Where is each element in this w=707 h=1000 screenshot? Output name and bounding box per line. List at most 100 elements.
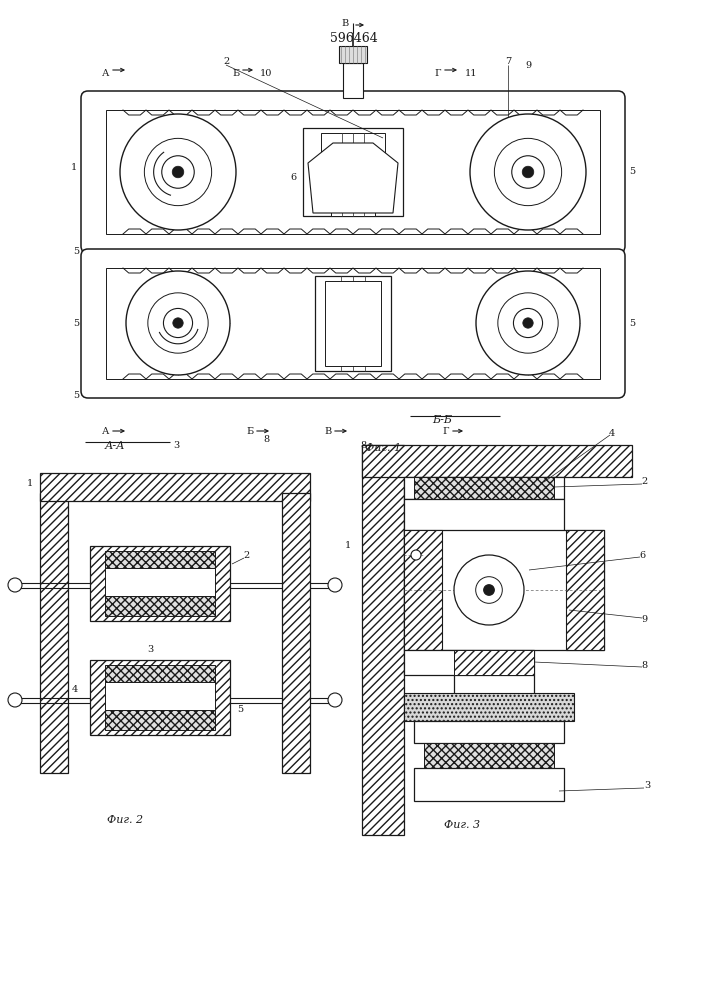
Text: 3: 3 [147,646,153,654]
Text: А: А [103,70,110,79]
Bar [454,675,534,695]
Circle shape [8,693,22,707]
Text: 9: 9 [525,60,531,70]
Text: 8: 8 [641,660,647,670]
Circle shape [470,114,586,230]
Bar [404,650,534,675]
Bar [105,568,215,596]
Circle shape [411,550,421,560]
Bar [325,281,381,366]
Text: 9: 9 [641,615,647,624]
Text: 3: 3 [644,782,650,790]
Bar [315,276,391,371]
Bar [424,743,554,768]
Bar [414,721,564,743]
Bar [282,493,310,773]
Circle shape [163,308,192,338]
Text: 5: 5 [73,318,79,328]
Bar [404,530,442,650]
Bar [106,110,600,234]
Circle shape [454,555,524,625]
Bar [105,551,215,571]
Circle shape [8,578,22,592]
Text: 6: 6 [290,174,296,182]
Text: Б: Б [246,426,254,436]
Text: 5: 5 [629,167,635,176]
Bar [40,473,310,501]
Circle shape [522,318,533,328]
Bar [105,665,215,685]
Bar [90,660,230,735]
Text: 5: 5 [237,706,243,714]
Circle shape [494,138,561,206]
Circle shape [144,138,211,206]
Circle shape [148,293,208,353]
Text: 10: 10 [259,70,272,79]
Text: В: В [325,426,332,436]
Bar [106,268,600,379]
Circle shape [328,578,342,592]
Bar [404,693,574,721]
Bar [105,596,215,616]
Text: 5: 5 [73,391,79,400]
Text: В: В [341,18,349,27]
Text: 1: 1 [27,479,33,488]
Text: 8: 8 [263,434,269,444]
Text: Фиг. 3: Фиг. 3 [444,820,480,830]
Text: Фиг. 1: Фиг. 1 [365,443,401,453]
Bar [105,682,215,710]
Circle shape [126,271,230,375]
Bar [404,477,564,499]
Bar [404,499,564,532]
Text: А-А: А-А [105,441,125,451]
Bar [331,176,375,216]
Bar [362,445,404,835]
Circle shape [162,156,194,188]
Circle shape [498,293,558,353]
Bar [414,768,564,801]
Text: 596464: 596464 [330,31,378,44]
Circle shape [513,308,542,338]
FancyBboxPatch shape [81,91,625,253]
Bar [414,477,554,499]
Bar [321,133,385,178]
Circle shape [512,156,544,188]
Bar [362,445,632,477]
Text: 4: 4 [72,686,78,694]
FancyBboxPatch shape [81,249,625,398]
Circle shape [484,585,494,595]
Text: Г: Г [443,426,449,436]
Circle shape [120,114,236,230]
Text: 1: 1 [71,163,77,172]
Text: Б: Б [233,70,240,79]
Circle shape [522,166,534,178]
Text: 6: 6 [639,550,645,560]
Text: 1: 1 [345,540,351,550]
Bar [90,546,230,621]
Polygon shape [308,143,398,213]
Bar [566,530,604,650]
Bar [303,128,403,216]
Text: А: А [103,426,110,436]
Text: 5: 5 [629,318,635,328]
Text: 2: 2 [243,552,249,560]
Text: 7: 7 [505,57,511,66]
Text: Б-Б: Б-Б [432,415,452,425]
Text: Г: Г [435,70,441,79]
Text: 4: 4 [609,428,615,438]
Circle shape [173,166,184,178]
Bar [404,530,604,650]
Circle shape [476,577,502,603]
Circle shape [173,318,183,328]
Bar [40,493,68,773]
Circle shape [476,271,580,375]
Text: 3: 3 [173,440,179,450]
Text: 11: 11 [464,70,477,79]
Text: 2: 2 [223,57,229,66]
Text: Фиг. 2: Фиг. 2 [107,815,143,825]
Bar [339,46,367,63]
Bar [343,63,363,98]
Bar [105,710,215,730]
Circle shape [328,693,342,707]
Text: 5: 5 [73,246,79,255]
